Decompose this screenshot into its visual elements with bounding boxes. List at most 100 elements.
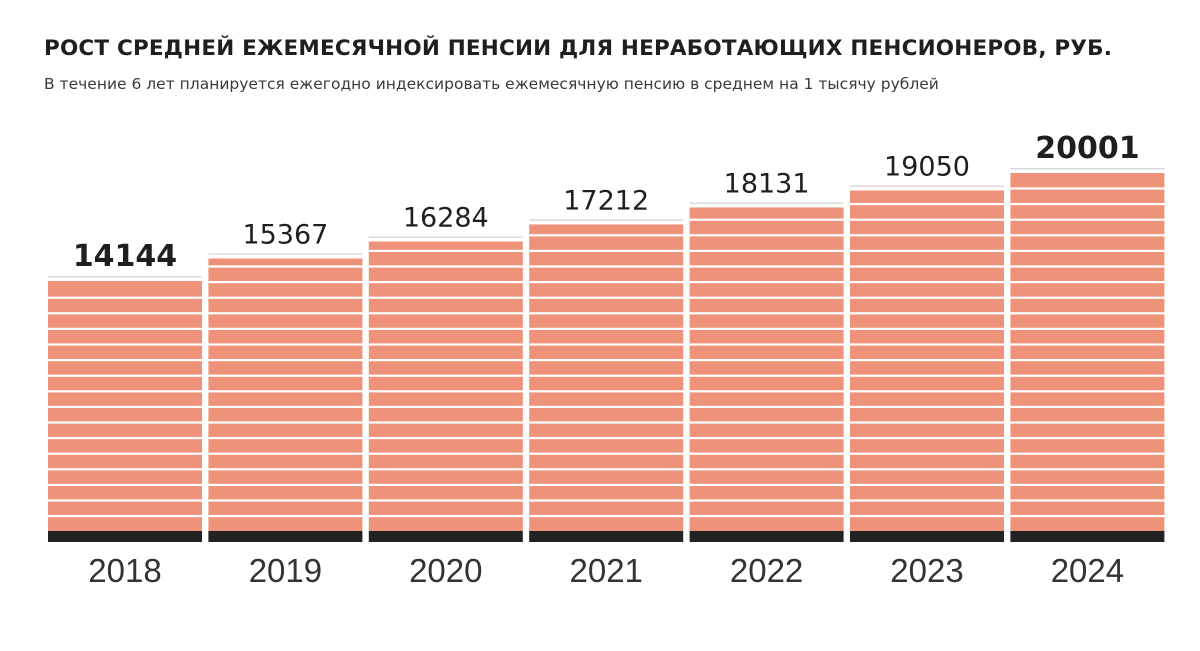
bars-layer (48, 168, 1165, 542)
year-label-2023: 2023 (890, 552, 963, 589)
year-label-2024: 2024 (1051, 552, 1124, 589)
bar-cap-2019 (208, 253, 363, 255)
bar-stripe-2022-9 (689, 374, 844, 377)
baseline-2018 (48, 531, 202, 542)
bar-cap-2023 (850, 185, 1004, 187)
bar-stripe-2021-8 (529, 390, 684, 393)
bar-stripe-2022-17 (689, 249, 844, 252)
bar-stripe-2023-0 (850, 515, 1004, 518)
value-labels-layer: 14144 15367 16284 17212 18131 19050 20001 (73, 131, 1140, 274)
bar-stripe-2022-13 (689, 312, 844, 315)
bar-stripe-2024-9 (1010, 374, 1165, 377)
bar-fill-2019 (208, 258, 363, 531)
bar-stripe-2024-18 (1010, 234, 1165, 237)
value-label-2019: 15367 (242, 219, 328, 250)
year-label-2021: 2021 (569, 552, 642, 589)
bar-stripe-2024-5 (1010, 437, 1165, 440)
chart-subtitle: В течение 6 лет планируется ежегодно инд… (44, 75, 939, 93)
bar-stripe-2023-4 (850, 452, 1004, 455)
year-label-2019: 2019 (249, 552, 322, 589)
bar-stripe-2019-0 (208, 515, 363, 518)
bar-stripe-2024-8 (1010, 390, 1165, 393)
baseline-2021 (529, 531, 684, 542)
bar-stripe-2019-8 (208, 390, 363, 393)
bar-stripe-2020-16 (368, 265, 523, 268)
bar-stripe-2021-5 (529, 437, 684, 440)
bar-2018 (48, 276, 202, 542)
bar-stripe-2024-0 (1010, 515, 1165, 518)
bar-stripe-2022-2 (689, 483, 844, 486)
bar-stripe-2019-3 (208, 468, 363, 471)
bar-fill-2021 (529, 224, 684, 532)
bar-cap-2022 (689, 202, 844, 204)
bar-stripe-2023-8 (850, 390, 1004, 393)
bar-stripe-2020-10 (368, 359, 523, 362)
bar-stripe-2018-7 (48, 405, 202, 408)
bar-stripe-2021-7 (529, 405, 684, 408)
bar-stripe-2020-13 (368, 312, 523, 315)
bar-cap-2021 (529, 219, 684, 221)
bar-stripe-2019-13 (208, 312, 363, 315)
bar-stripe-2024-15 (1010, 281, 1165, 284)
bar-stripe-2020-1 (368, 499, 523, 502)
bar-stripe-2024-3 (1010, 468, 1165, 471)
bar-stripe-2023-20 (850, 203, 1004, 206)
bar-stripe-2024-19 (1010, 218, 1165, 221)
bar-stripe-2023-18 (850, 234, 1004, 237)
bar-stripe-2018-2 (48, 483, 202, 486)
bar-stripe-2024-2 (1010, 483, 1165, 486)
bar-stripe-2020-9 (368, 374, 523, 377)
value-label-2020: 16284 (403, 203, 489, 234)
bar-stripe-2021-9 (529, 374, 684, 377)
bar-stripe-2024-20 (1010, 203, 1165, 206)
bar-cap-2024 (1010, 168, 1165, 170)
year-label-2020: 2020 (409, 552, 482, 589)
bar-stripe-2022-10 (689, 359, 844, 362)
bar-stripe-2021-16 (529, 265, 684, 268)
bar-stripe-2019-9 (208, 374, 363, 377)
bar-stripe-2022-4 (689, 452, 844, 455)
bar-stripe-2018-12 (48, 327, 202, 330)
bar-stripe-2024-1 (1010, 499, 1165, 502)
bar-stripe-2020-5 (368, 437, 523, 440)
bar-stripe-2021-1 (529, 499, 684, 502)
bar-2024 (1010, 168, 1165, 542)
bar-stripe-2022-0 (689, 515, 844, 518)
bar-stripe-2018-6 (48, 421, 202, 424)
bar-stripe-2018-10 (48, 359, 202, 362)
bar-stripe-2024-11 (1010, 343, 1165, 346)
bar-stripe-2021-14 (529, 296, 684, 299)
bar-stripe-2021-11 (529, 343, 684, 346)
value-label-2021: 17212 (563, 185, 649, 216)
bar-stripe-2018-9 (48, 374, 202, 377)
bar-stripe-2024-7 (1010, 405, 1165, 408)
bar-stripe-2024-6 (1010, 421, 1165, 424)
bar-stripe-2023-6 (850, 421, 1004, 424)
bar-stripe-2023-10 (850, 359, 1004, 362)
bar-stripe-2022-11 (689, 343, 844, 346)
bar-stripe-2023-16 (850, 265, 1004, 268)
bar-stripe-2019-12 (208, 327, 363, 330)
bar-stripe-2020-7 (368, 405, 523, 408)
value-label-2024: 20001 (1035, 131, 1139, 166)
bar-stripe-2021-10 (529, 359, 684, 362)
bar-stripe-2021-17 (529, 249, 684, 252)
bar-stripe-2021-12 (529, 327, 684, 330)
bar-stripe-2023-9 (850, 374, 1004, 377)
value-label-2018: 14144 (73, 239, 177, 274)
bar-stripe-2018-5 (48, 437, 202, 440)
bar-stripe-2020-12 (368, 327, 523, 330)
value-label-2022: 18131 (724, 168, 810, 199)
bar-stripe-2020-15 (368, 281, 523, 284)
bar-stripe-2021-0 (529, 515, 684, 518)
bar-stripe-2024-17 (1010, 249, 1165, 252)
bar-stripe-2023-3 (850, 468, 1004, 471)
bar-stripe-2019-4 (208, 452, 363, 455)
bar-stripe-2021-4 (529, 452, 684, 455)
bar-stripe-2019-10 (208, 359, 363, 362)
bar-stripe-2022-14 (689, 296, 844, 299)
bar-2023 (850, 185, 1004, 542)
bar-2021 (529, 219, 684, 542)
bar-stripe-2024-14 (1010, 296, 1165, 299)
